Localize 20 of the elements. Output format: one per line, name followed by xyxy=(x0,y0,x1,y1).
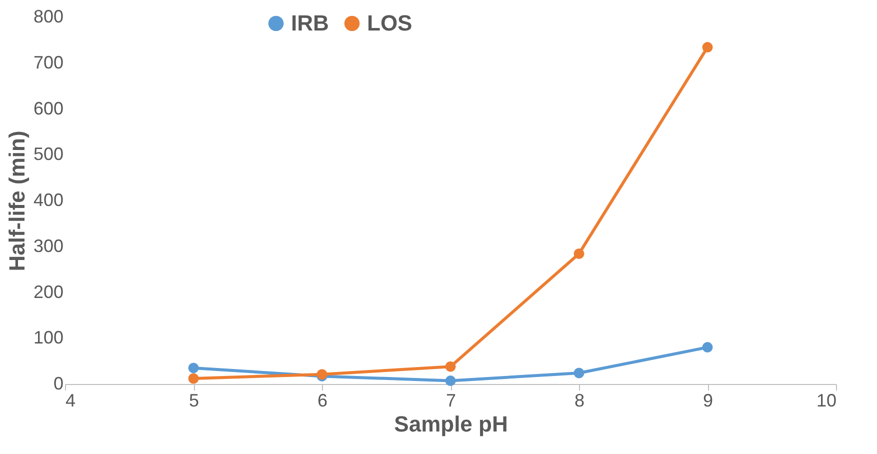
x-tick-label: 10 xyxy=(816,390,836,410)
y-tick-label: 800 xyxy=(33,6,64,26)
x-tick-label: 8 xyxy=(574,390,585,410)
y-tick-label: 400 xyxy=(33,190,64,210)
y-tick-label: 600 xyxy=(33,98,64,118)
x-axis-title: Sample pH xyxy=(394,412,508,436)
x-tick-label: 9 xyxy=(702,390,714,410)
y-tick-label: 0 xyxy=(53,374,64,394)
x-tick-label: 7 xyxy=(446,390,456,410)
y-tick-label: 500 xyxy=(33,144,64,164)
x-tick-label: 4 xyxy=(66,390,76,410)
legend-label: LOS xyxy=(367,10,412,36)
y-tick-label: 100 xyxy=(33,328,64,348)
y-axis-title: Half-life (min) xyxy=(4,130,30,272)
y-tick-label: 200 xyxy=(33,282,64,302)
x-tick-label: 6 xyxy=(317,390,328,410)
x-tick-label: 5 xyxy=(188,390,200,410)
y-tick-label: 700 xyxy=(33,52,64,72)
y-tick-label: 300 xyxy=(33,236,64,256)
legend-label: IRB xyxy=(291,10,329,36)
